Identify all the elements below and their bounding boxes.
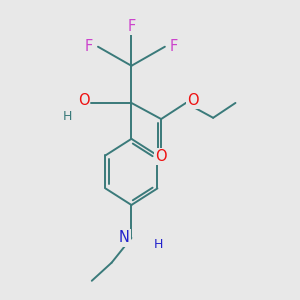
Text: N: N: [118, 230, 129, 245]
Text: H: H: [154, 238, 163, 250]
Text: H: H: [63, 110, 72, 123]
Text: O: O: [78, 93, 89, 108]
Text: O: O: [155, 149, 167, 164]
Text: F: F: [170, 39, 178, 54]
Text: O: O: [187, 93, 199, 108]
Text: F: F: [127, 19, 136, 34]
Text: F: F: [85, 39, 93, 54]
